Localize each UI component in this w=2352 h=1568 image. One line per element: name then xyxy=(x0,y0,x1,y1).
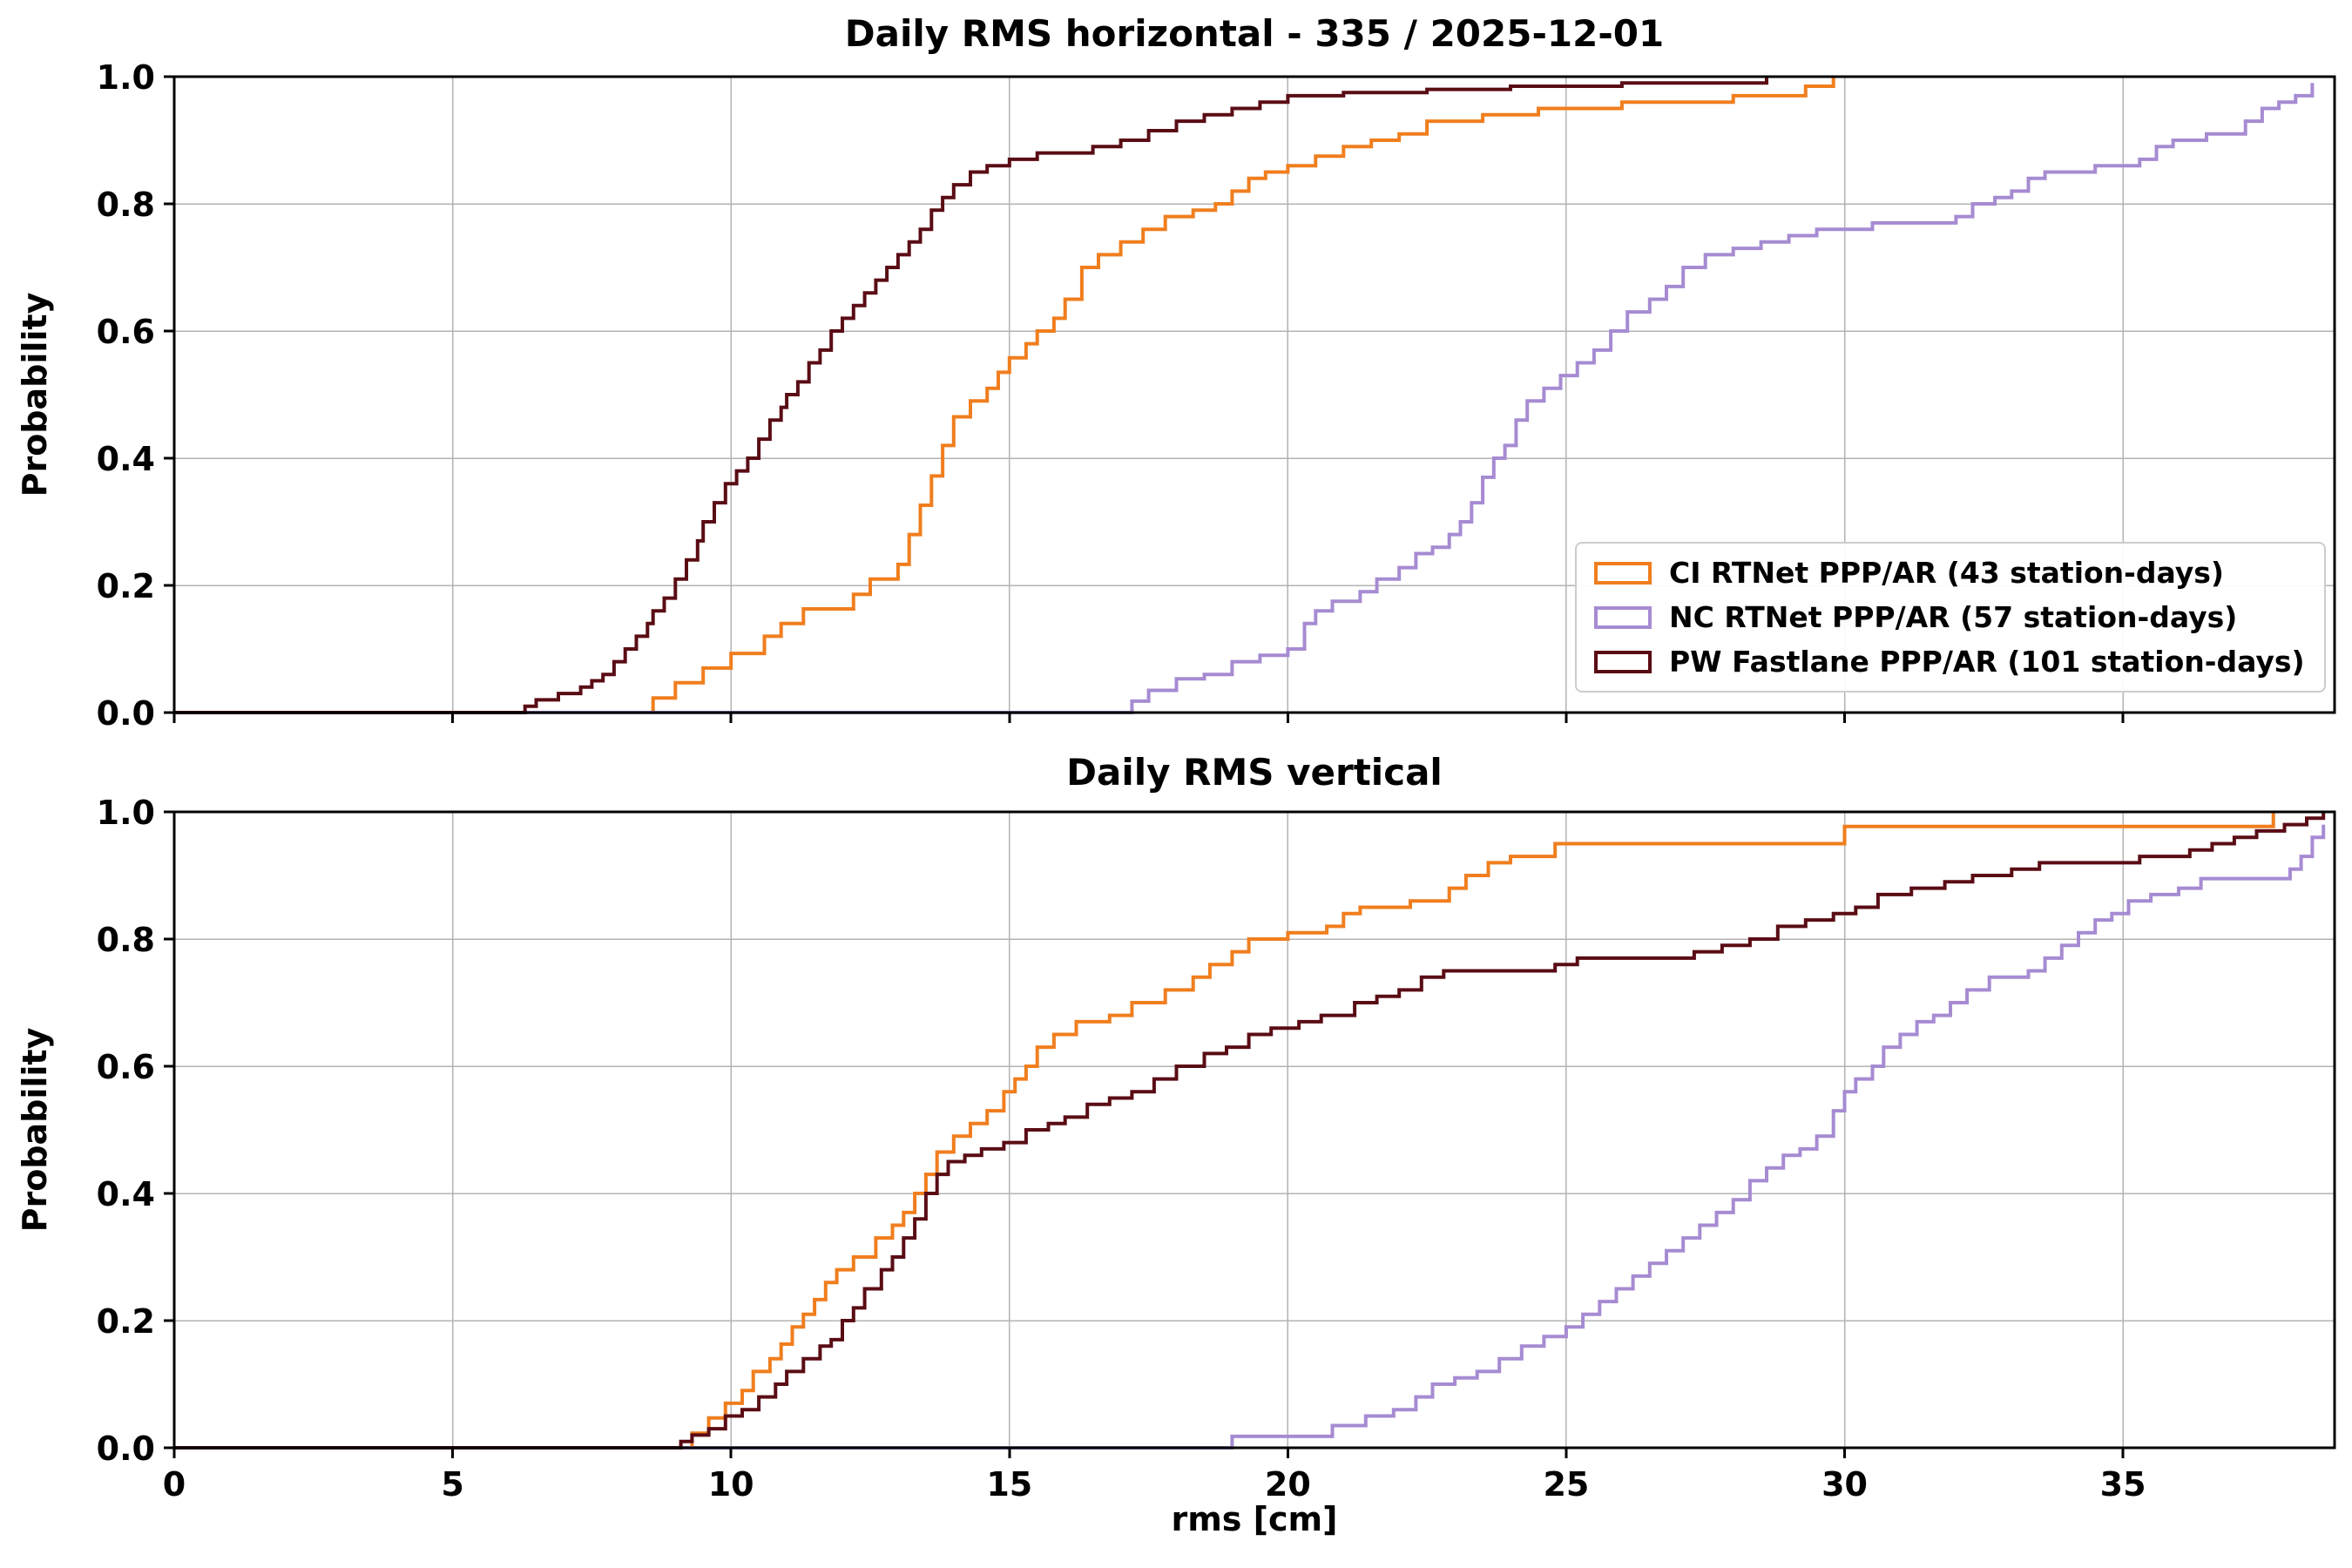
cdf-step-curve xyxy=(174,812,2275,1450)
top-subplot-title: Daily RMS horizontal - 335 / 2025-12-01 xyxy=(844,12,1665,55)
y-tick-label: 0.4 xyxy=(97,440,155,478)
x-tick-label: 20 xyxy=(1265,1465,1311,1504)
legend-label: CI RTNet PPP/AR (43 station-days) xyxy=(1669,556,2224,590)
legend-swatch-icon xyxy=(1594,650,1652,673)
legend-swatch-icon xyxy=(1594,561,1652,585)
bottom-y-axis-label: Probability xyxy=(16,1027,54,1233)
cdf-step-curve xyxy=(174,812,2326,1450)
legend-label: PW Fastlane PPP/AR (101 station-days) xyxy=(1669,645,2305,679)
top-y-axis-label: Probability xyxy=(16,292,54,497)
y-tick-label: 0.6 xyxy=(97,1048,155,1086)
x-tick-label: 30 xyxy=(1821,1465,1868,1504)
legend-box: CI RTNet PPP/AR (43 station-days) NC RTNe… xyxy=(1575,542,2326,693)
bottom-subplot-title: Daily RMS vertical xyxy=(1066,751,1443,794)
legend-entry: NC RTNet PPP/AR (57 station-days) xyxy=(1594,600,2307,634)
y-tick-label: 1.0 xyxy=(97,794,155,832)
legend-label: NC RTNet PPP/AR (57 station-days) xyxy=(1669,600,2238,634)
y-tick-label: 0.0 xyxy=(97,1429,155,1468)
x-tick-label: 0 xyxy=(163,1465,186,1504)
x-tick-label: 35 xyxy=(2100,1465,2146,1504)
axes-spines xyxy=(172,810,2336,1450)
y-tick-label: 1.0 xyxy=(97,58,155,97)
legend-swatch-icon xyxy=(1594,605,1652,629)
cdf-step-curve xyxy=(174,77,1835,714)
x-tick-label: 10 xyxy=(708,1465,754,1504)
cdf-step-curve xyxy=(174,83,2315,714)
y-tick-label: 0.8 xyxy=(97,921,155,959)
y-tick-label: 0.8 xyxy=(97,186,155,224)
x-axis-label: rms [cm] xyxy=(1171,1500,1338,1538)
y-tick-label: 0.2 xyxy=(97,1302,155,1341)
legend-entry: PW Fastlane PPP/AR (101 station-days) xyxy=(1594,645,2307,679)
y-tick-label: 0.4 xyxy=(97,1175,155,1213)
legend-entry: CI RTNet PPP/AR (43 station-days) xyxy=(1594,556,2307,590)
y-tick-label: 0.0 xyxy=(97,694,155,733)
x-tick-label: 25 xyxy=(1543,1465,1589,1504)
axes-spines xyxy=(172,75,2336,714)
x-tick-label: 5 xyxy=(441,1465,463,1504)
cdf-step-curve xyxy=(174,824,2326,1450)
y-tick-label: 0.2 xyxy=(97,567,155,605)
cdf-step-curve xyxy=(174,77,1768,714)
y-tick-label: 0.6 xyxy=(97,313,155,351)
x-tick-label: 15 xyxy=(986,1465,1032,1504)
